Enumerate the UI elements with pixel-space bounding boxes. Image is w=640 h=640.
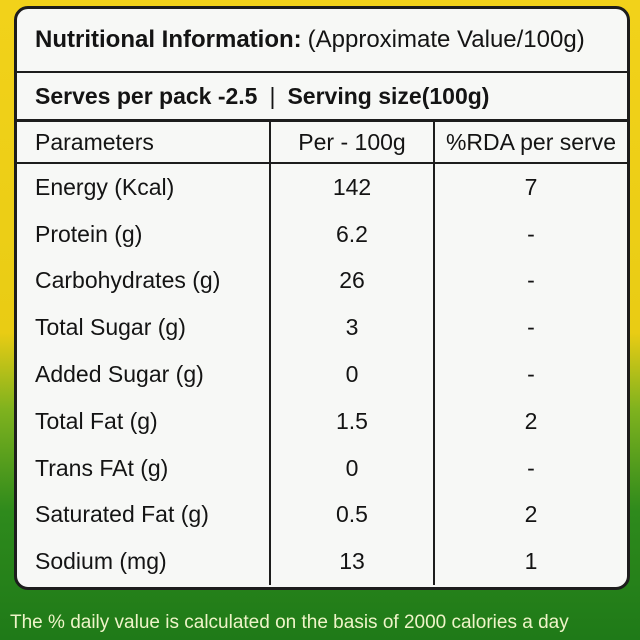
daily-value-footnote: The % daily value is calculated on the b…	[10, 612, 569, 633]
label-title: Nutritional Information: (Approximate Va…	[17, 9, 627, 73]
header-rda: %RDA per serve	[434, 122, 627, 164]
serving-separator: |	[269, 82, 276, 109]
row-rda: -	[527, 267, 535, 294]
row-name: Sodium (mg)	[35, 548, 167, 575]
title-rest: (Approximate Value/100g)	[307, 26, 585, 53]
row-rda: -	[527, 314, 535, 341]
row-name: Protein (g)	[35, 220, 143, 247]
row-per-100g: 26	[269, 257, 435, 305]
table-row: Saturated Fat (g) 0.5 2	[17, 491, 627, 539]
table-row: Trans FAt (g) 0 -	[17, 444, 627, 492]
nutrition-label-panel: Nutritional Information: (Approximate Va…	[14, 6, 630, 590]
table-row: Added Sugar (g) 0 -	[17, 351, 627, 398]
table-row: Sodium (mg) 13 1	[17, 538, 627, 586]
row-per-100g: 0.5	[269, 491, 435, 539]
table-row: Energy (Kcal) 142 7	[17, 163, 627, 211]
row-rda: -	[527, 361, 535, 388]
header-per-100g: Per - 100g	[269, 122, 435, 164]
row-rda: -	[527, 220, 535, 247]
serving-size: Serving size(100g)	[287, 82, 490, 109]
row-rda: 2	[524, 501, 538, 528]
nutrition-table: Parameters Per - 100g %RDA per serve Ene…	[17, 122, 627, 586]
row-name: Added Sugar (g)	[35, 361, 204, 388]
row-rda: 7	[524, 173, 538, 200]
row-per-100g: 1.5	[269, 397, 435, 445]
row-rda: 1	[524, 548, 538, 575]
row-per-100g: 6.2	[269, 210, 435, 258]
row-name: Total Sugar (g)	[35, 314, 186, 341]
table-row: Protein (g) 6.2 -	[17, 210, 627, 258]
row-per-100g: 0	[269, 444, 435, 492]
row-per-100g: 0	[269, 351, 435, 398]
table-row: Carbohydrates (g) 26 -	[17, 257, 627, 305]
row-per-100g: 142	[269, 163, 435, 211]
table-row: Total Fat (g) 1.5 2	[17, 397, 627, 445]
title-bold: Nutritional Information:	[35, 26, 302, 53]
table-header-row: Parameters Per - 100g %RDA per serve	[17, 122, 627, 164]
row-name: Total Fat (g)	[35, 407, 158, 434]
serves-per-pack: Serves per pack -2.5	[35, 82, 258, 109]
header-parameters: Parameters	[17, 122, 270, 164]
row-rda: 2	[524, 407, 538, 434]
row-name: Saturated Fat (g)	[35, 501, 209, 528]
row-name: Energy (Kcal)	[35, 173, 175, 200]
serving-info: Serves per pack -2.5 | Serving size(100g…	[17, 73, 627, 122]
row-per-100g: 3	[269, 304, 435, 352]
row-name: Trans FAt (g)	[35, 454, 169, 481]
row-per-100g: 13	[269, 538, 435, 586]
row-name: Carbohydrates (g)	[35, 267, 221, 294]
table-row: Total Sugar (g) 3 -	[17, 304, 627, 352]
row-rda: -	[527, 454, 535, 481]
